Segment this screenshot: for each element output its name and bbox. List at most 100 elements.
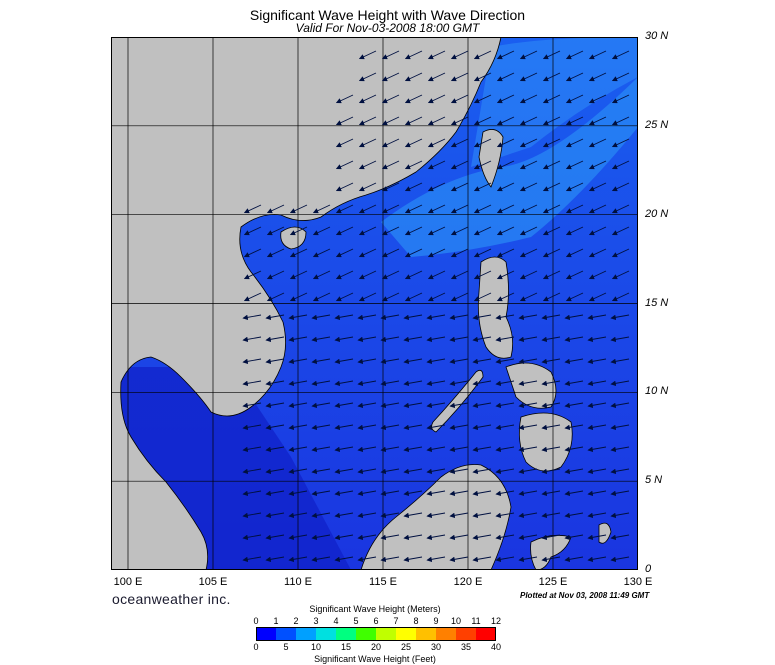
longitude-label: 125 E (538, 576, 568, 588)
wave-direction-arrow (404, 160, 423, 170)
wave-direction-arrow (611, 270, 630, 280)
wave-direction-arrow (449, 402, 469, 409)
wave-direction-arrow (611, 94, 630, 104)
wave-direction-arrow (564, 358, 584, 365)
wave-direction-arrow (427, 138, 446, 148)
legend-meter-tick: 5 (353, 616, 359, 626)
wave-direction-arrow (564, 314, 584, 321)
wave-direction-arrow (565, 248, 584, 258)
wave-direction-arrow (357, 490, 377, 497)
wave-direction-arrow (587, 314, 607, 321)
wave-direction-arrow (518, 534, 538, 541)
wave-direction-arrow (358, 248, 377, 258)
wave-direction-arrow (288, 446, 308, 453)
wave-direction-arrow (265, 446, 285, 453)
wave-direction-arrow (542, 292, 561, 302)
wave-direction-arrow (542, 116, 561, 126)
wave-direction-arrow (380, 446, 400, 453)
latitude-label: 0 (645, 563, 652, 575)
chart-title: Significant Wave Height with Wave Direct… (249, 7, 526, 23)
wave-direction-arrow (242, 490, 262, 497)
wave-direction-arrow (404, 72, 423, 82)
legend-meter-tick: 3 (313, 616, 319, 626)
wave-direction-arrow (403, 556, 423, 563)
legend-feet-tick: 15 (340, 642, 351, 652)
wave-direction-arrow (404, 182, 423, 192)
wave-direction-arrow (265, 336, 285, 343)
wave-direction-arrow (473, 116, 492, 126)
wave-direction-arrow (403, 490, 423, 497)
legend-meter-tick: 9 (433, 616, 439, 626)
land-mindanao (518, 412, 573, 472)
wave-direction-arrow (565, 50, 584, 60)
wave-direction-arrow (311, 490, 331, 497)
wave-direction-arrow (334, 402, 354, 409)
wave-direction-arrow (404, 94, 423, 104)
wave-direction-arrow (588, 50, 607, 60)
wave-direction-arrow (449, 336, 469, 343)
wave-direction-arrow (519, 116, 538, 126)
wave-direction-arrow (404, 138, 423, 148)
wave-direction-arrow (449, 446, 469, 453)
wave-direction-arrow (611, 248, 630, 258)
color-scale-segment (436, 627, 457, 641)
wave-direction-arrow (564, 534, 584, 541)
wave-direction-arrow (588, 138, 607, 148)
wave-direction-arrow (564, 490, 584, 497)
wave-direction-arrow (380, 358, 400, 365)
legend-meter-tick: 12 (490, 616, 501, 626)
wave-direction-arrow (541, 402, 561, 409)
wave-direction-arrow (311, 512, 331, 519)
wave-direction-arrow (404, 50, 423, 60)
wave-direction-arrow (611, 50, 630, 60)
wave-arrows (242, 50, 630, 563)
wave-direction-arrow (242, 402, 262, 409)
wave-direction-arrow (288, 380, 308, 387)
wave-direction-arrow (265, 534, 285, 541)
wave-direction-arrow (587, 402, 607, 409)
wave-direction-arrow (473, 72, 492, 82)
wave-direction-arrow (564, 380, 584, 387)
wave-direction-arrow (380, 380, 400, 387)
wave-direction-arrow (334, 512, 354, 519)
color-scale-segment (396, 627, 417, 641)
wave-direction-arrow (243, 248, 262, 258)
wave-direction-arrow (449, 534, 469, 541)
wave-direction-arrow (265, 490, 285, 497)
wave-direction-arrow (426, 314, 446, 321)
legend-meter-tick: 7 (393, 616, 399, 626)
wave-direction-arrow (472, 380, 492, 387)
wave-direction-arrow (266, 270, 285, 280)
wave-direction-arrow (311, 424, 331, 431)
wave-direction-arrow (357, 446, 377, 453)
wave-direction-arrow (427, 116, 446, 126)
wave-direction-arrow (449, 512, 469, 519)
wave-direction-arrow (335, 94, 354, 104)
wave-direction-arrow (288, 556, 308, 563)
wave-direction-arrow (403, 446, 423, 453)
wave-direction-arrow (542, 160, 561, 170)
wave-direction-arrow (357, 512, 377, 519)
land-luzon (477, 256, 514, 359)
legend-meter-tick: 4 (333, 616, 339, 626)
wave-direction-arrow (357, 336, 377, 343)
wave-direction-arrow (426, 446, 446, 453)
color-scale-segment (356, 627, 377, 641)
wave-direction-arrow (265, 512, 285, 519)
wave-band-light (471, 37, 638, 167)
wave-direction-arrow (242, 358, 262, 365)
wave-direction-arrow (334, 336, 354, 343)
wave-direction-arrow (380, 314, 400, 321)
wave-direction-arrow (449, 424, 469, 431)
wave-direction-arrow (495, 402, 515, 409)
wave-direction-arrow (334, 468, 354, 475)
wave-direction-arrow (518, 314, 538, 321)
wave-direction-arrow (495, 534, 515, 541)
wave-direction-arrow (312, 292, 331, 302)
wave-direction-arrow (358, 270, 377, 280)
wave-direction-arrow (565, 182, 584, 192)
wave-direction-arrow (403, 358, 423, 365)
wave-direction-arrow (311, 380, 331, 387)
wave-direction-arrow (565, 138, 584, 148)
wave-direction-arrow (565, 72, 584, 82)
